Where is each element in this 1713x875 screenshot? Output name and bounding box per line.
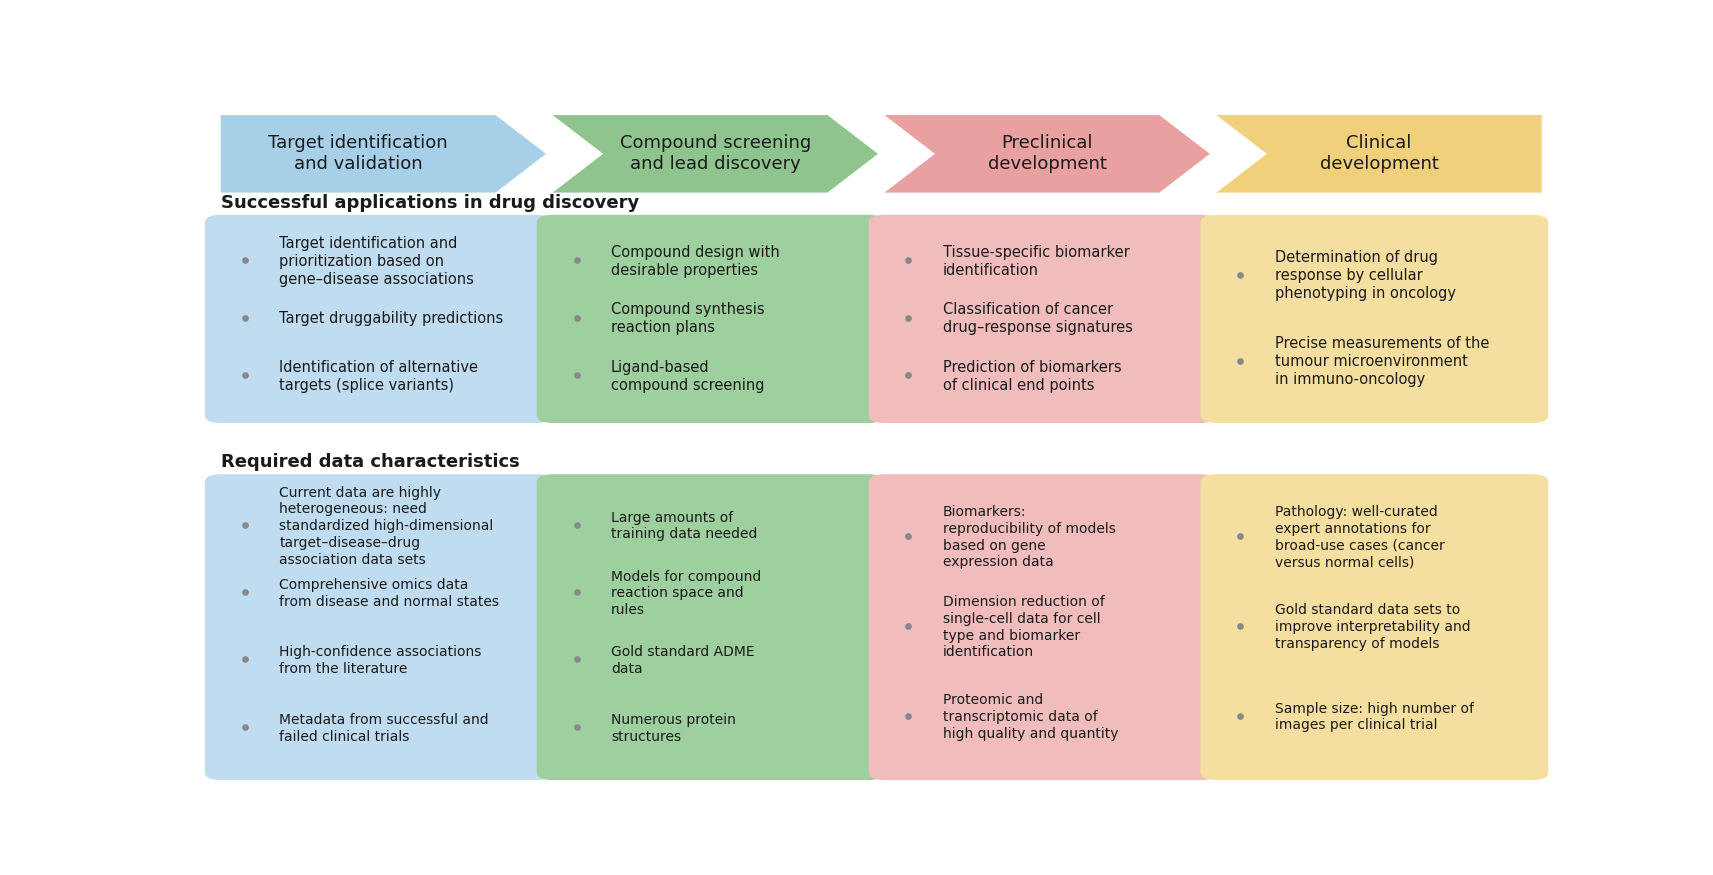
Polygon shape [884, 116, 1209, 192]
FancyBboxPatch shape [1201, 215, 1549, 423]
Text: Metadata from successful and
failed clinical trials: Metadata from successful and failed clin… [279, 713, 488, 744]
Text: Identification of alternative
targets (splice variants): Identification of alternative targets (s… [279, 360, 478, 393]
Text: Classification of cancer
drug–response signatures: Classification of cancer drug–response s… [942, 303, 1132, 335]
Text: Compound screening
and lead discovery: Compound screening and lead discovery [620, 135, 810, 173]
Text: Preclinical
development: Preclinical development [988, 135, 1107, 173]
Text: Target druggability predictions: Target druggability predictions [279, 312, 504, 326]
Text: Successful applications in drug discovery: Successful applications in drug discover… [221, 193, 639, 212]
Text: Precise measurements of the
tumour microenvironment
in immuno-oncology: Precise measurements of the tumour micro… [1274, 336, 1489, 388]
Text: Target identification
and validation: Target identification and validation [269, 135, 449, 173]
Text: Pathology: well-curated
expert annotations for
broad-use cases (cancer
versus no: Pathology: well-curated expert annotatio… [1274, 505, 1444, 570]
Text: Compound design with
desirable properties: Compound design with desirable propertie… [612, 245, 779, 278]
Text: Gold standard data sets to
improve interpretability and
transparency of models: Gold standard data sets to improve inter… [1274, 604, 1470, 651]
Text: Dimension reduction of
single-cell data for cell
type and biomarker
identificati: Dimension reduction of single-cell data … [942, 595, 1105, 659]
Text: Numerous protein
structures: Numerous protein structures [612, 713, 737, 744]
Text: Comprehensive omics data
from disease and normal states: Comprehensive omics data from disease an… [279, 578, 498, 609]
FancyBboxPatch shape [206, 474, 553, 780]
FancyBboxPatch shape [536, 215, 884, 423]
Text: Determination of drug
response by cellular
phenotyping in oncology: Determination of drug response by cellul… [1274, 250, 1456, 302]
FancyBboxPatch shape [536, 474, 884, 780]
Text: Sample size: high number of
images per clinical trial: Sample size: high number of images per c… [1274, 702, 1473, 732]
Polygon shape [553, 116, 879, 192]
Text: Gold standard ADME
data: Gold standard ADME data [612, 646, 755, 676]
Text: Tissue-specific biomarker
identification: Tissue-specific biomarker identification [942, 245, 1129, 278]
Text: Biomarkers:
reproducibility of models
based on gene
expression data: Biomarkers: reproducibility of models ba… [942, 505, 1115, 570]
Text: Proteomic and
transcriptomic data of
high quality and quantity: Proteomic and transcriptomic data of hig… [942, 693, 1119, 741]
Text: Clinical
development: Clinical development [1319, 135, 1439, 173]
FancyBboxPatch shape [868, 215, 1216, 423]
Text: Prediction of biomarkers
of clinical end points: Prediction of biomarkers of clinical end… [942, 360, 1122, 393]
Text: Current data are highly
heterogeneous: need
standardized high-dimensional
target: Current data are highly heterogeneous: n… [279, 486, 493, 567]
Text: Target identification and
prioritization based on
gene–disease associations: Target identification and prioritization… [279, 236, 475, 287]
Text: Models for compound
reaction space and
rules: Models for compound reaction space and r… [612, 570, 761, 617]
Text: High-confidence associations
from the literature: High-confidence associations from the li… [279, 646, 481, 676]
Text: Ligand-based
compound screening: Ligand-based compound screening [612, 360, 764, 393]
Text: Compound synthesis
reaction plans: Compound synthesis reaction plans [612, 303, 764, 335]
Polygon shape [1216, 116, 1542, 192]
Text: Required data characteristics: Required data characteristics [221, 453, 519, 471]
Polygon shape [221, 116, 546, 192]
FancyBboxPatch shape [1201, 474, 1549, 780]
FancyBboxPatch shape [206, 215, 553, 423]
FancyBboxPatch shape [868, 474, 1216, 780]
Text: Large amounts of
training data needed: Large amounts of training data needed [612, 511, 757, 542]
